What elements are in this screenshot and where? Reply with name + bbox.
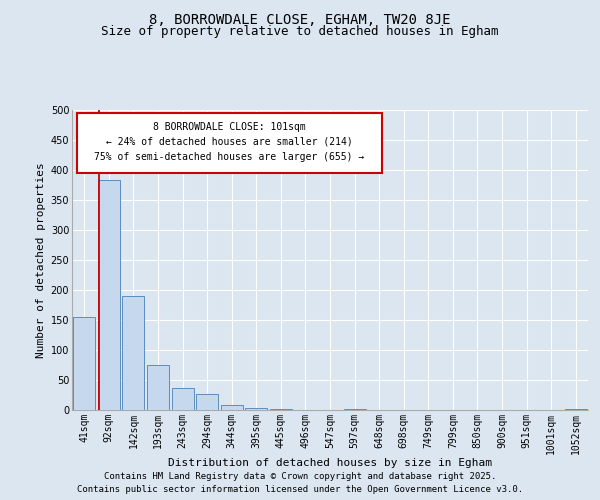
Text: Size of property relative to detached houses in Egham: Size of property relative to detached ho…: [101, 25, 499, 38]
Bar: [196, 394, 218, 410]
Text: Contains HM Land Registry data © Crown copyright and database right 2025.: Contains HM Land Registry data © Crown c…: [104, 472, 496, 481]
Text: 8, BORROWDALE CLOSE, EGHAM, TW20 8JE: 8, BORROWDALE CLOSE, EGHAM, TW20 8JE: [149, 12, 451, 26]
Text: ← 24% of detached houses are smaller (214): ← 24% of detached houses are smaller (21…: [106, 136, 353, 146]
Bar: [122, 296, 145, 410]
FancyBboxPatch shape: [77, 113, 382, 173]
Y-axis label: Number of detached properties: Number of detached properties: [37, 162, 46, 358]
Text: 8 BORROWDALE CLOSE: 101sqm: 8 BORROWDALE CLOSE: 101sqm: [153, 122, 306, 132]
Text: 75% of semi-detached houses are larger (655) →: 75% of semi-detached houses are larger (…: [94, 152, 365, 162]
Bar: [221, 405, 243, 410]
Bar: [147, 365, 169, 410]
X-axis label: Distribution of detached houses by size in Egham: Distribution of detached houses by size …: [168, 458, 492, 468]
Bar: [172, 388, 194, 410]
Text: Contains public sector information licensed under the Open Government Licence v3: Contains public sector information licen…: [77, 484, 523, 494]
Bar: [73, 317, 95, 410]
Bar: [98, 180, 120, 410]
Bar: [245, 408, 268, 410]
